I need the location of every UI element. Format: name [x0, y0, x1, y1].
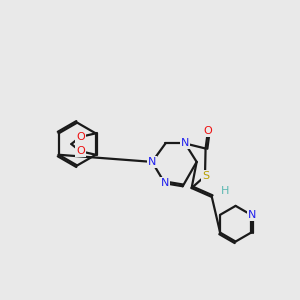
Text: N: N — [181, 139, 189, 148]
Text: O: O — [76, 146, 85, 156]
Text: H: H — [221, 186, 229, 196]
Text: N: N — [148, 157, 156, 167]
Text: N: N — [161, 178, 169, 188]
Text: S: S — [202, 171, 209, 181]
Text: O: O — [204, 126, 212, 136]
Text: O: O — [76, 132, 85, 142]
Text: N: N — [248, 210, 256, 220]
